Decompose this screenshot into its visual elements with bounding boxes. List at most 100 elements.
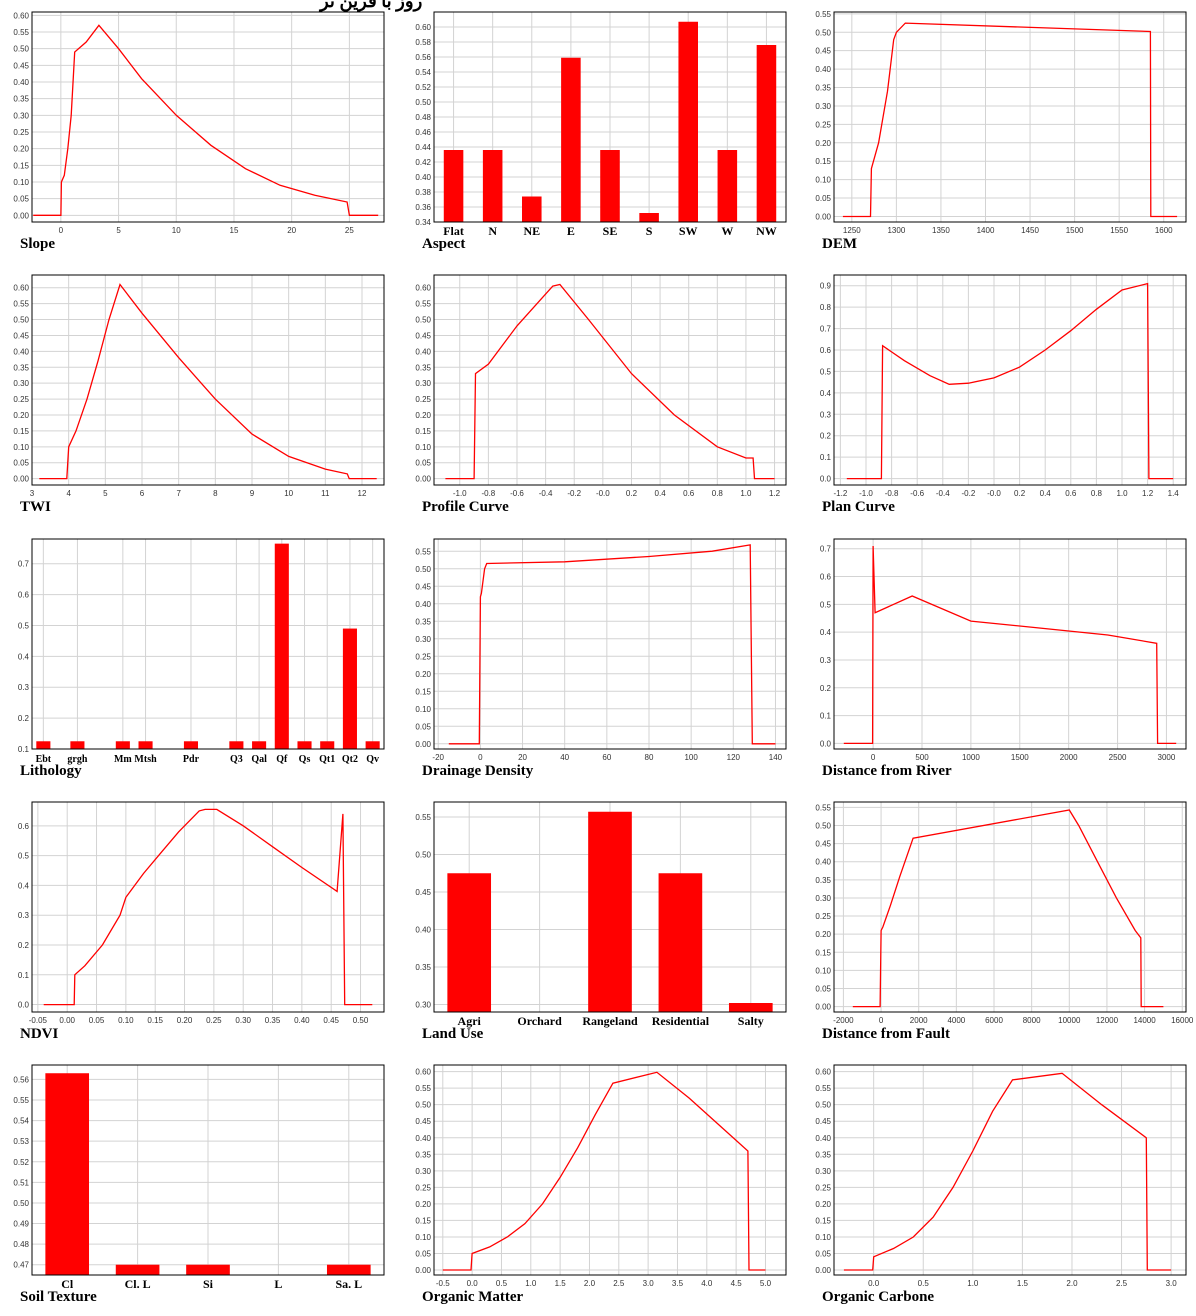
y-tick-label: 0.50	[815, 822, 831, 831]
x-tick-label: 0.05	[89, 1016, 105, 1025]
y-tick-label: 0.55	[13, 300, 29, 309]
series-line	[442, 1071, 766, 1271]
y-tick-label: 0.10	[415, 1233, 431, 1242]
category-label: Qs	[299, 754, 311, 765]
y-tick-label: 0.58	[415, 38, 431, 47]
y-tick-label: 0.30	[815, 894, 831, 903]
category-label: Q3	[230, 754, 243, 765]
chart-panel-drainage-density: 0.00 0.05 0.10 0.15 0.20 0.25 0.30 0.35 0.40 0.45…	[402, 527, 792, 789]
y-tick-label: 0.52	[13, 1158, 29, 1167]
x-tick-label: 7	[176, 489, 181, 498]
x-tick-label: 0.50	[353, 1016, 369, 1025]
x-tick-label: 0.20	[177, 1016, 193, 1025]
y-tick-label: 0.5	[18, 621, 30, 630]
y-tick-label: 0.10	[815, 176, 831, 185]
y-tick-label: 0.55	[13, 1096, 29, 1105]
x-tick-label: 0.10	[118, 1016, 134, 1025]
y-tick-label: 0.0	[18, 1001, 30, 1010]
chart-title: DEM	[822, 236, 857, 252]
chart-svg: 0.00 0.05 0.10 0.15 0.20 0.25 0.30 0.35 0.40 0.45…	[13, 11, 385, 235]
x-tick-label: -0.05	[29, 1016, 48, 1025]
y-tick-label: 0.2	[18, 941, 30, 950]
x-tick-label: 4	[66, 489, 71, 498]
plot-frame	[433, 1064, 787, 1276]
chart-panel-soil-texture: 0.47 0.48 0.49 0.50 0.51 0.52 0.53 0.54 0.55 0.56…	[0, 1053, 390, 1315]
category-label: Mtsh	[134, 754, 157, 765]
y-tick-label: 0.30	[13, 379, 29, 388]
x-tick-label: 1.0	[740, 489, 752, 498]
x-tick-label: 10000	[1058, 1016, 1081, 1025]
x-tick-label: -0.2	[962, 489, 976, 498]
x-tick-label: 100	[684, 753, 698, 762]
y-tick-label: 0.35	[13, 363, 29, 372]
plot-frame	[833, 801, 1187, 1013]
y-tick-label: 0.3	[18, 911, 30, 920]
x-tick-label: -0.4	[936, 489, 950, 498]
x-tick-label: 1.0	[1116, 489, 1128, 498]
y-tick-label: 0.4	[18, 652, 30, 661]
y-tick-label: 0.05	[815, 984, 831, 993]
chart-panel-organic-matter: 0.00 0.05 0.10 0.15 0.20 0.25 0.30 0.35 0.40 0.45…	[402, 1053, 792, 1315]
y-tick-label: 0.25	[815, 120, 831, 129]
x-tick-label: -0.5	[436, 1279, 450, 1288]
y-tick-label: 0.40	[415, 1134, 431, 1143]
x-tick-label: 0.2	[1014, 489, 1026, 498]
x-tick-label: 8	[213, 489, 218, 498]
chart-svg: 0.00 0.05 0.10 0.15 0.20 0.25 0.30 0.35 0.40 0.45…	[815, 1064, 1187, 1288]
y-tick-label: 0.20	[815, 930, 831, 939]
y-tick-label: 0.1	[18, 971, 30, 980]
y-tick-label: 0.40	[415, 347, 431, 356]
chart-title: NDVI	[20, 1026, 59, 1042]
x-tick-label: 1500	[1066, 226, 1084, 235]
y-tick-label: 0.53	[13, 1137, 29, 1146]
y-tick-label: 0.25	[415, 395, 431, 404]
y-tick-label: 0.5	[820, 367, 832, 376]
y-tick-label: 0.30	[415, 379, 431, 388]
category-label: SW	[679, 224, 698, 238]
y-tick-label: 0.56	[13, 1075, 29, 1084]
y-tick-label: 0.36	[415, 203, 431, 212]
x-tick-label: 0.15	[147, 1016, 163, 1025]
category-label: E	[567, 224, 575, 238]
y-tick-label: 0.00	[415, 740, 431, 749]
y-tick-label: 0.00	[415, 1266, 431, 1275]
x-tick-label: 12000	[1096, 1016, 1119, 1025]
y-tick-label: 0.48	[415, 113, 431, 122]
series-line	[43, 808, 373, 1006]
x-tick-label: 1300	[887, 226, 905, 235]
chart-title: Soil Texture	[20, 1289, 97, 1305]
y-tick-label: 0.20	[815, 1200, 831, 1209]
x-tick-label: -2000	[833, 1016, 854, 1025]
chart-panel-organic-carbone: 0.00 0.05 0.10 0.15 0.20 0.25 0.30 0.35 0.40 0.45…	[802, 1053, 1192, 1315]
bar	[342, 628, 357, 749]
y-tick-label: 0.50	[815, 28, 831, 37]
bar	[658, 873, 703, 1012]
y-tick-label: 0.05	[13, 195, 29, 204]
category-label: NE	[523, 224, 540, 238]
x-tick-label: 0.5	[918, 1279, 930, 1288]
y-tick-label: 0.49	[13, 1220, 29, 1229]
y-tick-label: 0.50	[13, 316, 29, 325]
x-tick-label: 3000	[1158, 753, 1176, 762]
series-line	[33, 24, 379, 216]
series-line	[852, 809, 1164, 1008]
x-tick-label: 4000	[947, 1016, 965, 1025]
plot-frame	[833, 1064, 1187, 1276]
plot-frame	[833, 274, 1187, 486]
y-tick-label: 0.35	[415, 363, 431, 372]
y-tick-label: 0.6	[18, 591, 30, 600]
chart-title: Profile Curve	[422, 499, 509, 515]
x-tick-label: 20	[518, 753, 527, 762]
y-tick-label: 0.05	[13, 459, 29, 468]
y-tick-label: 0.6	[820, 573, 832, 582]
y-tick-label: 0.00	[815, 212, 831, 221]
y-tick-label: 0.10	[415, 705, 431, 714]
y-tick-label: 0.15	[13, 161, 29, 170]
plot-frame	[833, 11, 1187, 223]
y-tick-label: 0.05	[415, 722, 431, 731]
y-tick-label: 0.55	[415, 813, 431, 822]
y-tick-label: 0.54	[415, 68, 431, 77]
x-tick-label: 4.5	[731, 1279, 743, 1288]
x-tick-label: 2.5	[1116, 1279, 1128, 1288]
